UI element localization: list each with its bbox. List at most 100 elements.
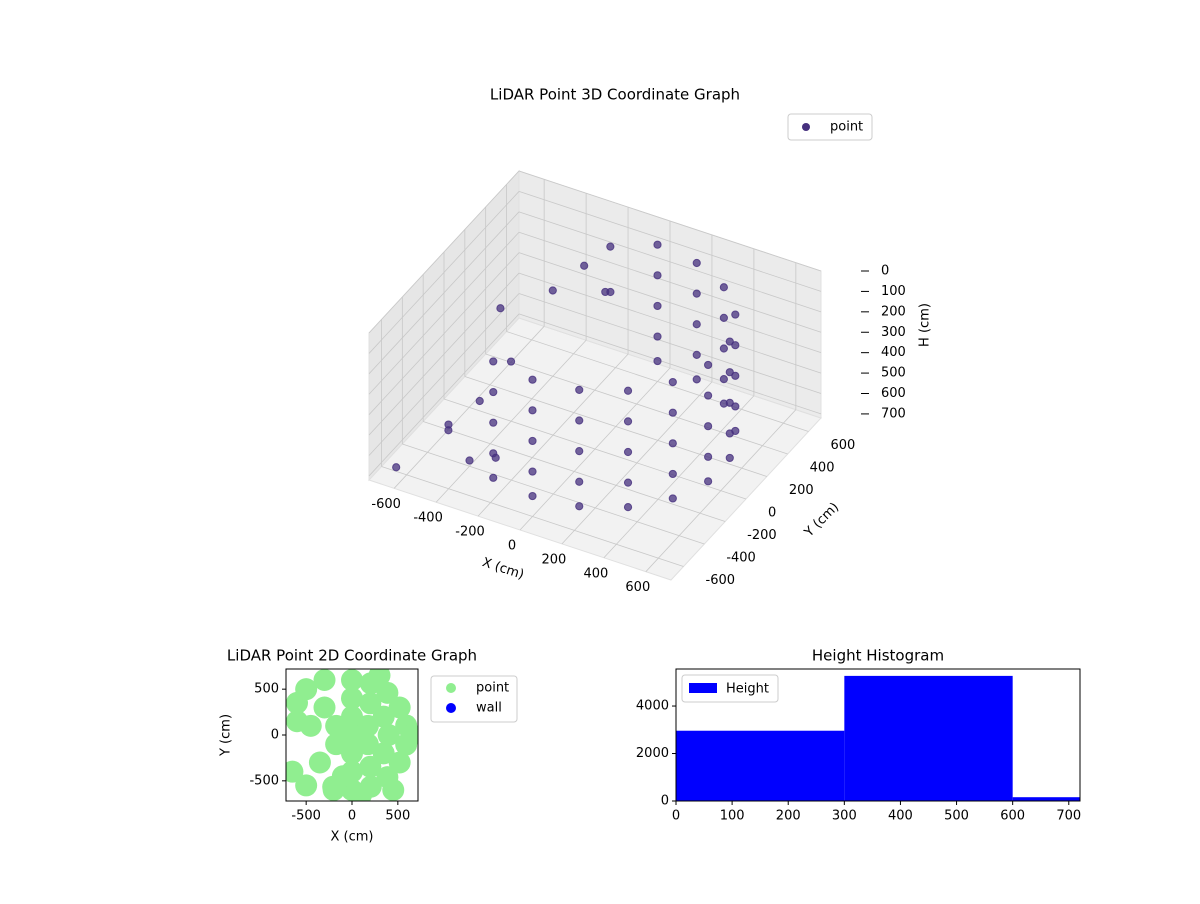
point	[692, 375, 701, 384]
x-axis-label: X (cm)	[331, 830, 374, 845]
point	[606, 287, 615, 297]
point	[575, 385, 584, 394]
x-tick-label: 0	[672, 809, 680, 824]
point	[489, 387, 498, 397]
grid-line	[381, 466, 684, 567]
grid-line	[402, 443, 705, 545]
chart-title: LiDAR Point 3D Coordinate Graph	[490, 86, 740, 104]
point	[308, 751, 331, 774]
x-tick-label: 0	[348, 809, 356, 824]
point	[704, 391, 713, 400]
grid-line	[518, 231, 822, 333]
x-tick-label: 0	[508, 539, 516, 554]
z-tick-label: 700	[881, 406, 906, 421]
y-tick-label: 400	[810, 461, 835, 476]
chart-title: Height Histogram	[812, 647, 944, 665]
bar	[844, 675, 1013, 801]
point	[668, 494, 677, 503]
z-tick-label: 300	[881, 325, 906, 340]
legend-marker	[446, 703, 456, 713]
point	[580, 261, 589, 270]
grid-line	[368, 293, 520, 456]
legend-label: point	[476, 681, 509, 696]
legend-box	[787, 113, 873, 141]
point	[548, 286, 557, 295]
point	[725, 368, 734, 377]
point	[668, 377, 677, 387]
grid-line	[518, 170, 822, 272]
plot-area	[676, 675, 1080, 801]
point	[692, 289, 701, 298]
point	[725, 453, 734, 463]
point	[528, 375, 537, 384]
point	[368, 669, 391, 687]
point	[465, 456, 474, 465]
point	[575, 502, 584, 511]
z-tick-label: 500	[881, 366, 906, 381]
grid-line	[518, 272, 822, 374]
legend-label: Height	[726, 682, 769, 697]
y-tick-label: 0	[768, 506, 776, 521]
grid-line	[368, 211, 520, 375]
point	[496, 304, 505, 313]
x-tick-label: 500	[944, 809, 969, 824]
point	[623, 447, 633, 457]
point	[704, 452, 713, 461]
point	[400, 724, 418, 746]
point	[491, 453, 500, 462]
point	[653, 332, 662, 341]
point	[376, 681, 399, 704]
grid-line	[423, 421, 726, 522]
point	[575, 477, 584, 486]
point	[331, 765, 354, 788]
y-tick-label: 4000	[636, 699, 669, 714]
point	[719, 399, 728, 408]
point	[575, 416, 584, 425]
y-tick-label: -600	[706, 573, 736, 588]
point	[444, 420, 453, 429]
x-tick-label: -600	[371, 497, 401, 512]
x-tick-label: 200	[776, 809, 801, 824]
point	[692, 320, 701, 329]
grid-line	[518, 211, 822, 313]
y-tick-label: 2000	[636, 746, 669, 761]
y-tick-label: 0	[271, 728, 279, 743]
y-tick-label: 200	[789, 483, 814, 498]
point	[286, 710, 308, 733]
y-tick-label: 500	[254, 682, 279, 697]
x-tick-label: 100	[720, 809, 745, 824]
point	[731, 310, 740, 319]
point	[668, 469, 677, 479]
point	[668, 439, 677, 448]
point	[295, 774, 318, 797]
z-tick-label: 200	[881, 304, 906, 319]
point	[295, 678, 318, 701]
x-tick-label: -500	[291, 809, 321, 824]
y-axis-label: Y (cm)	[219, 714, 234, 757]
grid-line	[443, 398, 747, 500]
point	[692, 258, 701, 268]
point	[528, 406, 537, 415]
point	[382, 779, 405, 801]
x-tick-label: 600	[625, 580, 650, 595]
point	[719, 375, 728, 384]
plot-area	[286, 669, 418, 801]
legend-label: wall	[476, 701, 502, 716]
point	[528, 491, 537, 501]
point	[731, 371, 740, 380]
grid-line	[506, 331, 809, 432]
legend-marker	[802, 123, 810, 131]
z-tick-label: 400	[881, 345, 906, 360]
y-tick-label: -400	[726, 551, 756, 566]
point	[668, 408, 677, 417]
x-tick-label: 400	[888, 809, 913, 824]
x-tick-label: 400	[583, 566, 608, 581]
x-tick-label: 600	[1000, 809, 1025, 824]
grid-line	[368, 313, 520, 477]
point	[725, 337, 734, 346]
grid-line	[518, 252, 822, 354]
point	[359, 692, 382, 715]
point	[731, 426, 740, 436]
point	[392, 463, 401, 472]
legend-box	[681, 674, 779, 703]
